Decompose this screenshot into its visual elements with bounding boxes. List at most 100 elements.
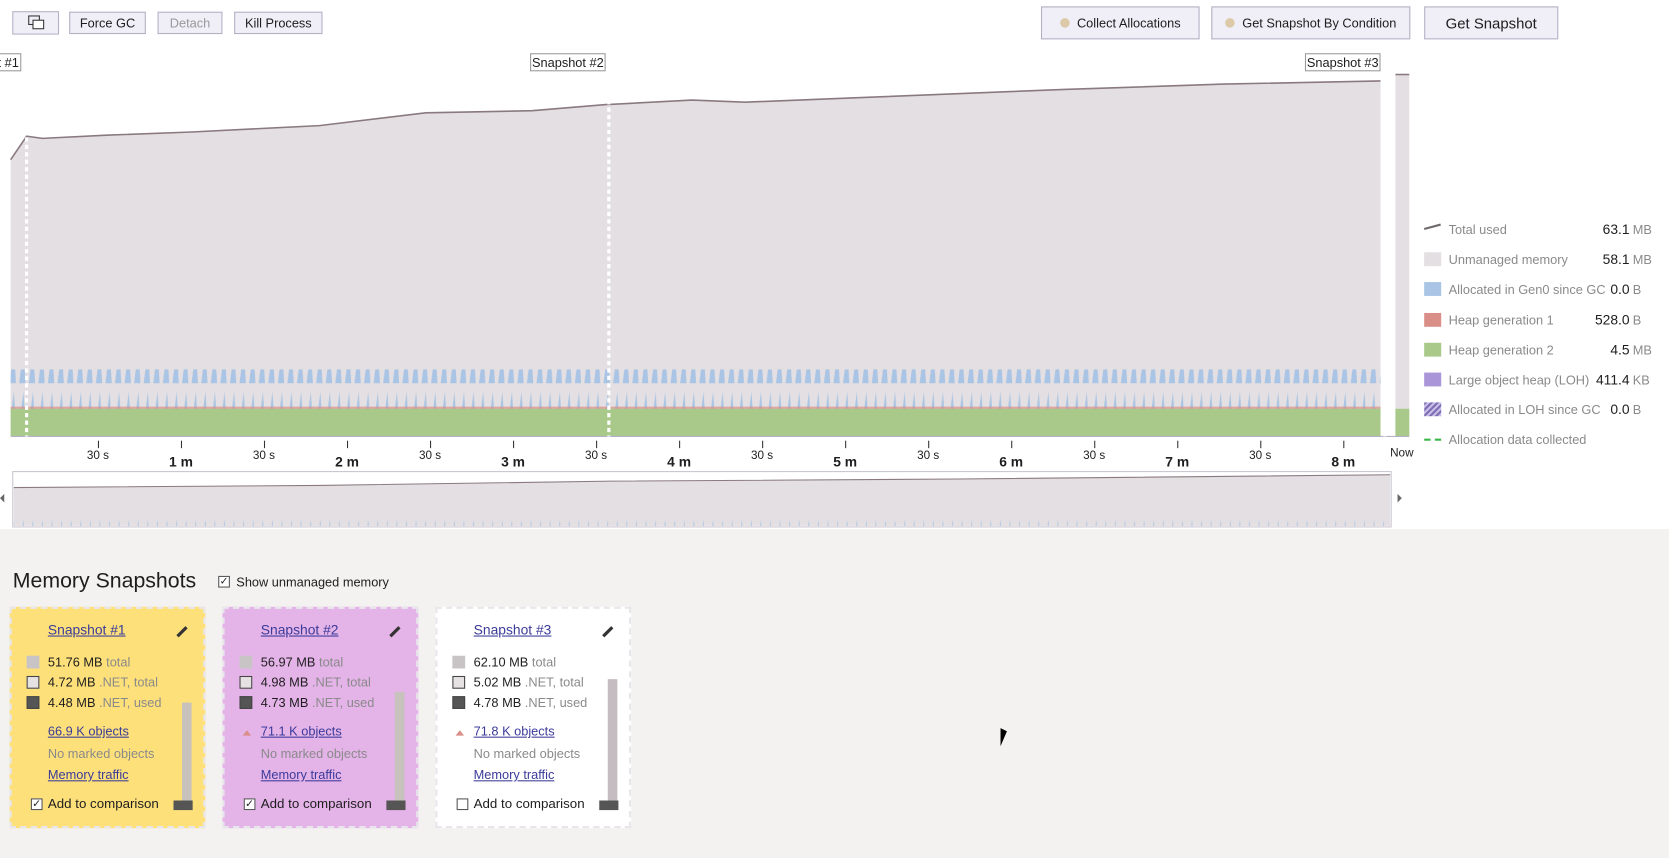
time-label: 7 m xyxy=(1165,453,1190,470)
legend-square xyxy=(452,696,466,709)
growth-icon xyxy=(242,730,252,736)
stat-value: 56.97 MB xyxy=(260,654,316,670)
stat: 4.72 MB .NET, total xyxy=(48,675,158,690)
legend-value: 58.1 xyxy=(1602,251,1630,268)
snapshot-marker[interactable]: Snapshot #2 xyxy=(530,53,606,72)
toolbar-button[interactable]: Force GC xyxy=(69,11,146,35)
legend-value: 4.5 xyxy=(1610,341,1630,358)
stat: 4.78 MB .NET, used xyxy=(474,695,588,710)
legend-name: Heap generation 1 xyxy=(1448,312,1554,328)
tick xyxy=(1343,440,1345,449)
button-label: Get Snapshot By Condition xyxy=(1242,15,1397,31)
legend-icon xyxy=(1424,402,1442,417)
snapshot-marker[interactable]: Snapshot #1 xyxy=(0,53,22,72)
stat-label: .NET, total xyxy=(99,674,158,690)
legend-name: Heap generation 2 xyxy=(1448,342,1554,358)
stat-label: .NET, used xyxy=(99,695,162,711)
scrollbar xyxy=(182,702,192,801)
button-label: Collect Allocations xyxy=(1076,15,1181,31)
edit-icon[interactable] xyxy=(389,626,401,638)
card-name[interactable]: Snapshot #3 xyxy=(473,621,552,638)
legend-name: Allocated in Gen0 since GC xyxy=(1448,282,1606,298)
checkbox-label: Add to comparison xyxy=(260,796,372,812)
marker-clip: Snapshot #1 Snapshot #2 Snapshot #3 xyxy=(0,51,1416,77)
tick xyxy=(1011,440,1013,449)
stat-value: 4.72 MB xyxy=(47,674,96,690)
legend-value: 411.4 xyxy=(1595,371,1630,388)
stat-value: 4.48 MB xyxy=(47,695,96,711)
legend-icon xyxy=(1424,342,1442,357)
checkbox[interactable]: ✓ xyxy=(30,798,43,811)
time-label: 30 s xyxy=(418,449,442,462)
card-name[interactable]: Snapshot #1 xyxy=(47,621,126,638)
legend-square xyxy=(239,675,253,689)
panel-title: Memory Snapshots xyxy=(12,569,197,593)
legend-unit: B xyxy=(1632,312,1642,328)
time-label: 6 m xyxy=(999,453,1024,470)
time-label: 30 s xyxy=(1249,449,1272,462)
line-total xyxy=(9,80,1381,161)
legend-name: Total used xyxy=(1448,222,1507,238)
objects-link[interactable]: 71.1 K objects xyxy=(260,723,342,739)
checkbox[interactable]: ✓ xyxy=(243,798,256,811)
legend-name: Allocation data collected xyxy=(1448,432,1587,448)
tick xyxy=(1177,440,1179,449)
legend-square xyxy=(452,655,466,669)
edit-icon[interactable] xyxy=(602,626,614,638)
stat-label: total xyxy=(106,654,131,670)
legend-icon xyxy=(1424,438,1442,442)
overview-frame xyxy=(12,471,1392,528)
tick xyxy=(1260,440,1262,449)
toolbar-button[interactable]: Collect Allocations xyxy=(1040,6,1200,40)
stat-value: 4.73 MB xyxy=(260,695,309,711)
button-label: Get Snapshot xyxy=(1445,14,1537,32)
legend-value: 0.0 xyxy=(1610,401,1630,418)
stat: 62.10 MB total xyxy=(474,655,556,670)
stat: 51.76 MB total xyxy=(48,655,130,670)
tick xyxy=(596,440,598,449)
traffic-link[interactable]: Memory traffic xyxy=(473,767,555,783)
legend-icon xyxy=(1424,252,1442,267)
edit-icon[interactable] xyxy=(176,626,188,638)
traffic-link[interactable]: Memory traffic xyxy=(260,767,342,783)
checkbox[interactable] xyxy=(456,798,469,811)
snapshot-card[interactable]: Snapshot #1 51.76 MB total 4.72 MB .NET, t… xyxy=(9,606,206,829)
snapshot-card[interactable]: Snapshot #3 62.10 MB total 5.02 MB .NET, t… xyxy=(435,606,632,829)
traffic-link[interactable]: Memory traffic xyxy=(47,767,129,783)
time-label: 3 m xyxy=(501,453,525,470)
toolbar-button[interactable]: Get Snapshot xyxy=(1424,6,1559,40)
scroll-thumb xyxy=(173,800,193,811)
tick xyxy=(928,440,930,449)
tick xyxy=(513,440,515,449)
legend-value: 528.0 xyxy=(1594,311,1630,328)
toolbar-button[interactable]: Detach xyxy=(157,11,223,35)
time-label: Now xyxy=(1390,447,1414,460)
legend-name: Large object heap (LOH) xyxy=(1448,372,1590,388)
marked: No marked objects xyxy=(473,746,581,762)
card-name[interactable]: Snapshot #2 xyxy=(260,621,339,638)
marked: No marked objects xyxy=(260,746,368,762)
toolbar-button[interactable]: Get Snapshot By Condition xyxy=(1211,6,1411,40)
gen0-area xyxy=(10,369,1381,410)
time-label: 30 s xyxy=(252,449,276,462)
time-label: 30 s xyxy=(86,449,109,462)
scroll-thumb xyxy=(599,800,619,811)
stat-value: 5.02 MB xyxy=(473,674,522,690)
stat-value: 4.98 MB xyxy=(260,674,309,690)
stat-value: 51.76 MB xyxy=(47,654,103,670)
stat-label: .NET, used xyxy=(524,695,588,711)
objects-link[interactable]: 66.9 K objects xyxy=(47,723,129,739)
snapshot-card[interactable]: Snapshot #2 56.97 MB total 4.98 MB .NET, t… xyxy=(222,606,419,829)
stat-label: .NET, total xyxy=(311,674,371,690)
checkbox[interactable]: ✓ xyxy=(218,575,230,588)
stat-label: .NET, used xyxy=(311,695,375,711)
objects-link[interactable]: 71.8 K objects xyxy=(473,723,555,739)
legend-value: 0.0 xyxy=(1610,281,1630,298)
time-label: 4 m xyxy=(667,453,692,470)
snapshot-marker[interactable]: Snapshot #3 xyxy=(1304,53,1381,72)
tick xyxy=(430,440,432,449)
toolbar-button[interactable]: Kill Process xyxy=(234,11,323,35)
stat-label: total xyxy=(531,654,557,670)
legend-icon xyxy=(1424,372,1442,387)
